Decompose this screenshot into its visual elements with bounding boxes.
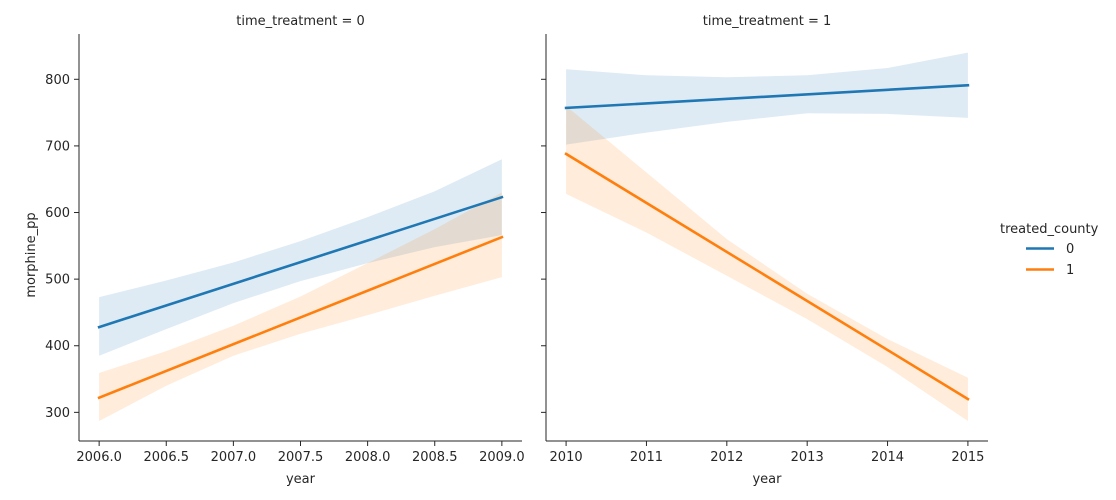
confidence-band-series-1 bbox=[99, 192, 502, 422]
x-tick-label: 2010 bbox=[550, 450, 583, 465]
panel-title: time_treatment = 0 bbox=[236, 14, 365, 29]
regression-line-series-1 bbox=[564, 152, 970, 401]
confidence-band-series-1 bbox=[566, 105, 968, 422]
x-tick-label: 2006.0 bbox=[76, 450, 122, 465]
y-tick-label: 400 bbox=[45, 339, 70, 354]
y-axis-label: morphine_pp bbox=[24, 212, 39, 297]
panel-1: time_treatment = 1 2010 2011 2012 2013 2014 20… bbox=[541, 14, 988, 487]
legend-title: treated_county bbox=[1000, 222, 1099, 237]
y-tick-label: 800 bbox=[45, 73, 70, 88]
y-tick-label: 700 bbox=[45, 139, 70, 154]
panel-title: time_treatment = 1 bbox=[703, 14, 832, 29]
legend: treated_county 01 bbox=[1000, 222, 1099, 278]
legend-entries: 01 bbox=[1026, 242, 1074, 278]
y-tick-label: 300 bbox=[45, 406, 70, 421]
x-tick-label: 2015 bbox=[951, 450, 984, 465]
chart-panels: time_treatment = 0 2006.0 2006.5 2007.0 2007… bbox=[45, 14, 988, 487]
regression-line-series-0 bbox=[564, 83, 970, 110]
x-tick-label: 2007.0 bbox=[211, 450, 257, 465]
y-tick-label: 500 bbox=[45, 273, 70, 288]
x-tick-label: 2007.5 bbox=[278, 450, 324, 465]
y-tick-label: 600 bbox=[45, 206, 70, 221]
x-tick-label: 2012 bbox=[710, 450, 743, 465]
confidence-band-series-0 bbox=[566, 52, 968, 145]
x-tick-label: 2014 bbox=[871, 450, 904, 465]
regression-line-series-1 bbox=[97, 235, 504, 400]
x-tick-label: 2008.5 bbox=[412, 450, 458, 465]
regression-line-series-0 bbox=[97, 195, 504, 329]
legend-label-0: 0 bbox=[1066, 242, 1074, 257]
x-tick-label: 2009.0 bbox=[479, 450, 525, 465]
x-axis-label: year bbox=[286, 472, 316, 487]
panel-0: time_treatment = 0 2006.0 2006.5 2007.0 2007… bbox=[45, 14, 524, 487]
x-tick-label: 2011 bbox=[630, 450, 663, 465]
confidence-band-series-0 bbox=[99, 159, 502, 356]
x-tick-label: 2006.5 bbox=[144, 450, 190, 465]
x-tick-label: 2013 bbox=[791, 450, 824, 465]
x-tick-label: 2008.0 bbox=[345, 450, 391, 465]
legend-label-1: 1 bbox=[1066, 263, 1074, 278]
x-axis-label: year bbox=[752, 472, 782, 487]
